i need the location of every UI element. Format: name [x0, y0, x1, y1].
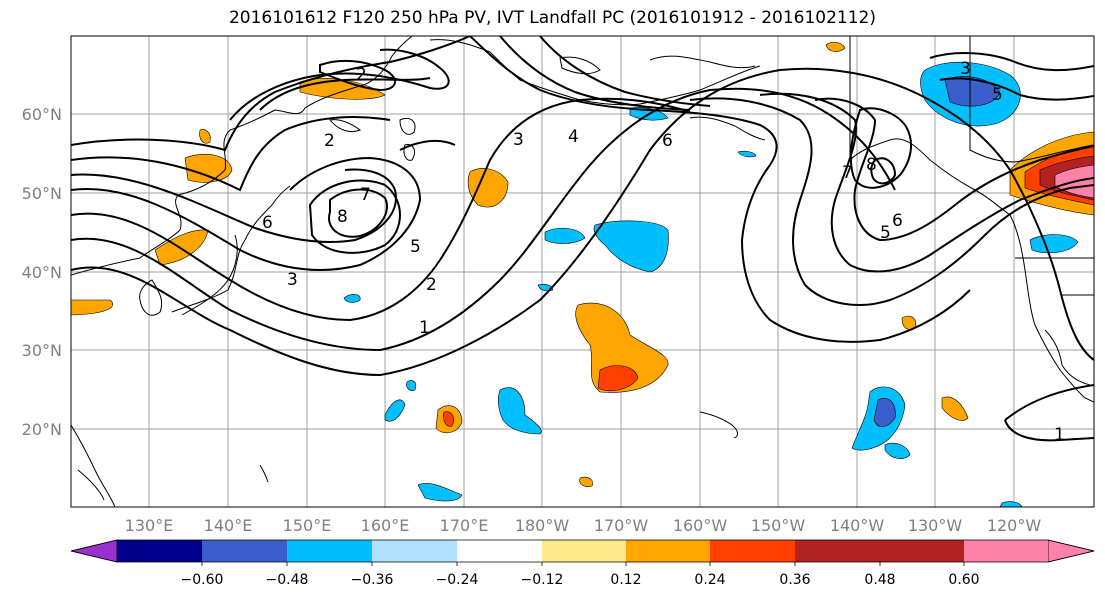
contour-label: 2: [356, 65, 367, 85]
colorbar-segment: [964, 540, 1048, 562]
lat-label: 60°N: [22, 105, 62, 124]
contour-label: 3: [513, 130, 524, 150]
colorbar-tick-label: 0.60: [948, 572, 979, 588]
lon-label: 170°W: [594, 516, 649, 535]
colorbar-outline: [70, 539, 1095, 563]
colorbar-tick-label: −0.60: [181, 572, 224, 588]
colorbar-tick-label: −0.24: [436, 572, 479, 588]
colorbar-segment: [202, 540, 287, 562]
colorbar-segment: [457, 540, 542, 562]
colorbar-segment: [795, 540, 880, 562]
contour-label: 2: [324, 131, 335, 151]
latitude-labels: 60°N 50°N 40°N 30°N 20°N: [22, 105, 62, 439]
lon-label: 140°E: [204, 516, 253, 535]
lon-label: 180°W: [515, 516, 570, 535]
colorbar-segment: [710, 540, 795, 562]
contour-label: 6: [662, 131, 673, 151]
lon-label: 160°E: [361, 516, 410, 535]
colorbar-segment: [372, 540, 457, 562]
contour-label: 4: [568, 127, 579, 147]
contour-label: 6: [262, 213, 273, 233]
colorbar-tick-label: 0.48: [864, 572, 895, 588]
map-title: 2016101612 F120 250 hPa PV, IVT Landfall…: [228, 8, 876, 28]
lon-label: 130°W: [908, 516, 963, 535]
colorbar-extend-min: [70, 539, 118, 563]
lon-label: 130°E: [125, 516, 174, 535]
colorbar-tick-label: −0.12: [521, 572, 564, 588]
lat-label: 20°N: [22, 420, 62, 439]
lat-label: 30°N: [22, 341, 62, 360]
contour-labels: 2 2 3 4 6 7 8 6 5 3 2 1 3 5 7 8 6 5 1: [262, 59, 1065, 445]
lon-label: 150°W: [751, 516, 806, 535]
contour-label: 8: [337, 207, 348, 227]
contour-label: 3: [960, 59, 971, 79]
colorbar-tick-label: 0.24: [694, 572, 725, 588]
colorbar-ticks: [201, 562, 965, 566]
longitude-labels: 130°E 140°E 150°E 160°E 170°E 180°W 170°…: [125, 516, 1042, 535]
map-frame: [70, 35, 1095, 508]
colorbar-segment: [880, 540, 964, 562]
lon-label: 140°W: [830, 516, 885, 535]
contour-label: 1: [419, 318, 430, 338]
contour-label: 5: [410, 237, 421, 257]
colorbar-segment: [542, 540, 626, 562]
contour-label: 7: [360, 185, 371, 205]
lon-label: 170°E: [440, 516, 489, 535]
colorbar-tick-label: −0.36: [351, 572, 394, 588]
colorbar: −0.60 −0.48 −0.36 −0.24 −0.12 0.12 0.24 …: [70, 539, 1095, 588]
contour-label: 8: [866, 155, 877, 175]
lon-label: 120°W: [987, 516, 1042, 535]
colorbar-tick-label: 0.36: [779, 572, 810, 588]
pv-contours: [71, 36, 1094, 442]
ivt-shading: [71, 41, 1094, 507]
contour-label: 7: [842, 163, 853, 183]
contour-label: 5: [880, 223, 891, 243]
colorbar-segment: [626, 540, 710, 562]
contour-label: 3: [287, 270, 298, 290]
lon-label: 150°E: [283, 516, 332, 535]
colorbar-tick-label: −0.48: [266, 572, 309, 588]
lon-label: 160°W: [673, 516, 728, 535]
lat-label: 50°N: [22, 184, 62, 203]
colorbar-extend-max: [1047, 539, 1095, 563]
lat-label: 40°N: [22, 263, 62, 282]
map-plot-area: 2 2 3 4 6 7 8 6 5 3 2 1 3 5 7 8 6 5 1: [71, 36, 1094, 507]
contour-label: 5: [992, 85, 1003, 105]
colorbar-segment: [287, 540, 372, 562]
contour-label: 1: [1054, 425, 1065, 445]
contour-label: 2: [426, 275, 437, 295]
colorbar-segment: [117, 540, 202, 562]
contour-label: 6: [892, 211, 903, 231]
colorbar-tick-label: 0.12: [610, 572, 641, 588]
